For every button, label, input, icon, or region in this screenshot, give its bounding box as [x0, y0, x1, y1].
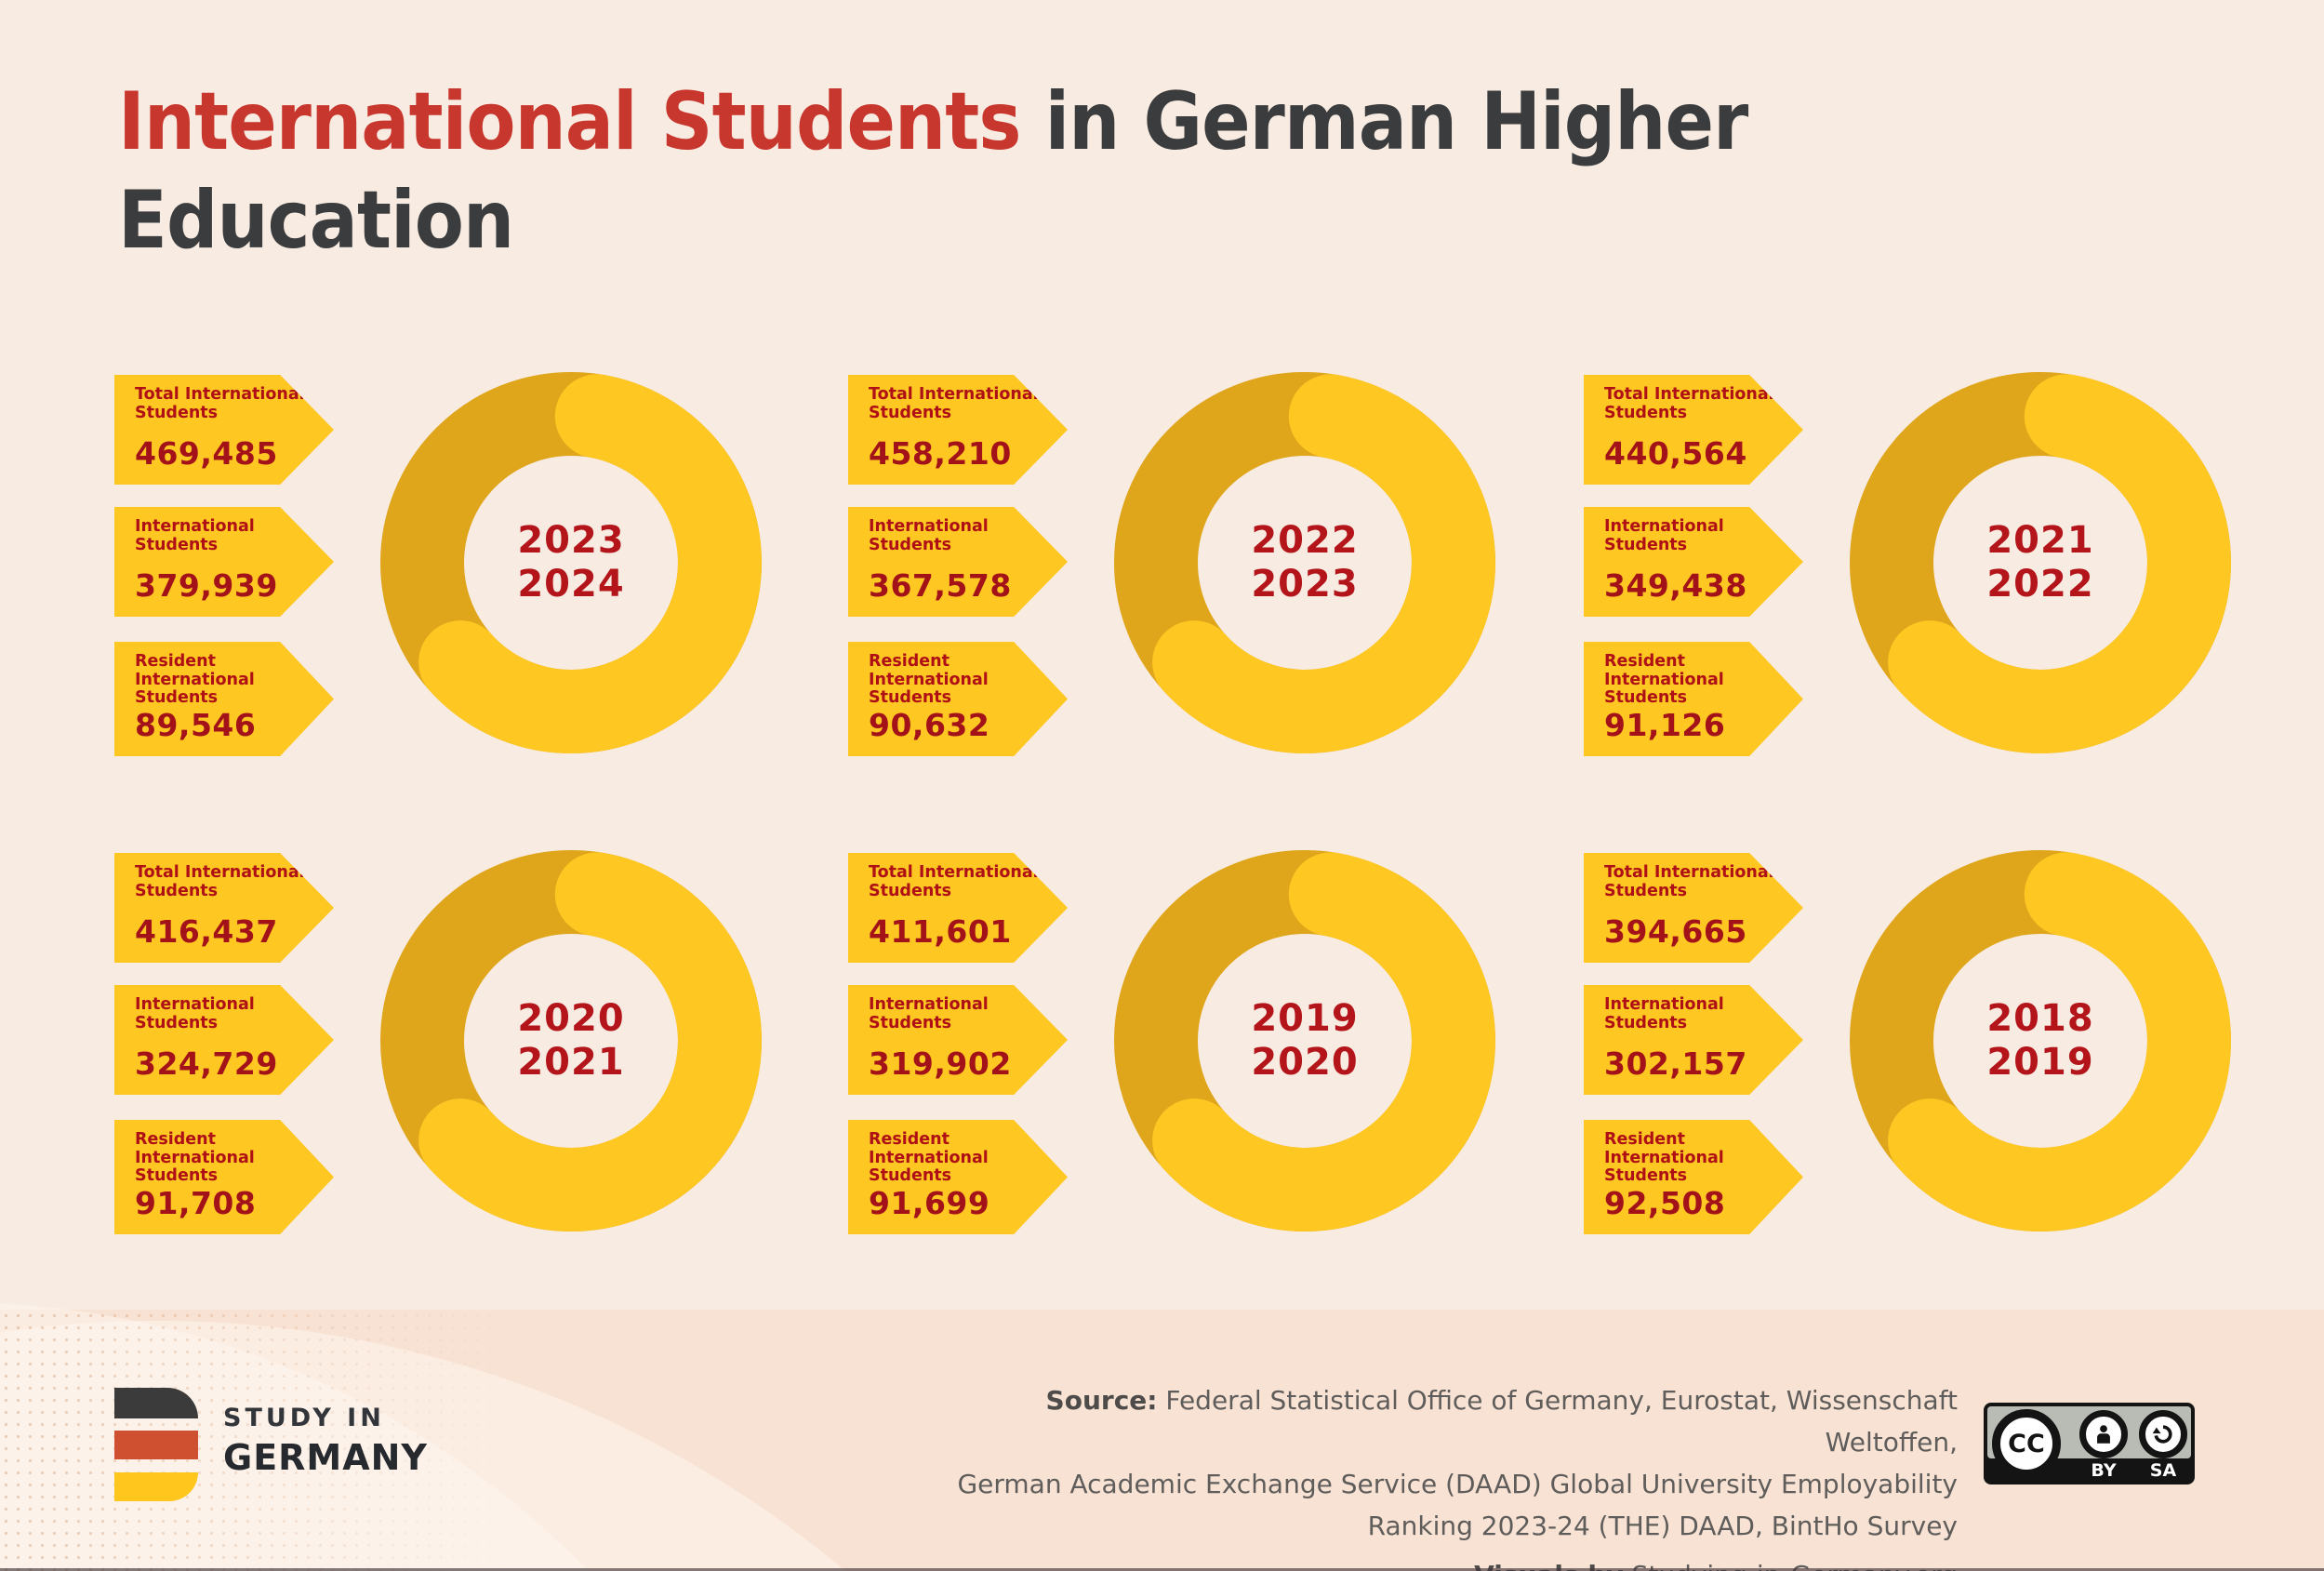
year-block-2019-2020: Total International Students 411,601 Inte… [848, 850, 1611, 1236]
share-alike-icon [2139, 1410, 2187, 1458]
stat-tag: Total International Students 469,485 [114, 375, 334, 485]
cc-icon: CC [1992, 1409, 2061, 1478]
stat-value: 91,126 [1604, 707, 1726, 743]
stat-tag: Resident International Students 91,126 [1584, 642, 1803, 756]
stat-tag: Total International Students 411,601 [848, 853, 1068, 963]
brand-line-2: GERMANY [223, 1437, 428, 1478]
cc-by-label: BY [2091, 1460, 2117, 1481]
year-block-2021-2022: Total International Students 440,564 Inte… [1584, 372, 2324, 758]
stat-label: Total International Students [869, 385, 1039, 422]
year-block-2020-2021: Total International Students 416,437 Inte… [114, 850, 877, 1236]
stat-tag: Total International Students 416,437 [114, 853, 334, 963]
dot-pattern [0, 1310, 521, 1571]
donut-ring-icon [380, 850, 762, 1232]
year-label: 2020 2021 [517, 997, 625, 1084]
title-highlight: International Students [118, 75, 1021, 168]
source-line: German Academic Exchange Service (DAAD) … [957, 1469, 1958, 1499]
stat-tag: International Students 302,157 [1584, 985, 1803, 1095]
year-block-2018-2019: Total International Students 394,665 Inte… [1584, 850, 2324, 1236]
stat-label: Resident International Students [135, 652, 255, 707]
stat-tag: International Students 319,902 [848, 985, 1068, 1095]
brand-line-1: STUDY IN [223, 1404, 385, 1432]
source-text: Source: Federal Statistical Office of Ge… [930, 1379, 1958, 1571]
stat-value: 90,632 [869, 707, 990, 743]
stat-value: 302,157 [1604, 1045, 1747, 1082]
stat-label: Total International Students [1604, 385, 1774, 422]
stat-label: International Students [135, 517, 255, 554]
stat-label: International Students [869, 995, 989, 1032]
stat-value: 379,939 [135, 567, 278, 604]
stat-label: Resident International Students [135, 1130, 255, 1185]
year-label: 2018 2019 [1986, 997, 2094, 1084]
cc-license-badge[interactable]: CC BY SA [1984, 1403, 2195, 1484]
donut-ring-icon [1850, 850, 2231, 1232]
stat-label: International Students [1604, 517, 1724, 554]
stat-label: Total International Students [135, 863, 305, 900]
stat-label: Total International Students [135, 385, 305, 422]
cc-sa-label: SA [2149, 1460, 2177, 1481]
source-line: Source: Federal Statistical Office of Ge… [1045, 1385, 1958, 1458]
attribution-person-icon [2079, 1410, 2128, 1458]
stat-value: 458,210 [869, 435, 1012, 472]
year-label: 2021 2022 [1986, 519, 2094, 606]
stat-tag: Resident International Students 89,546 [114, 642, 334, 756]
germany-flag-icon [114, 1388, 198, 1502]
stat-label: International Students [1604, 995, 1724, 1032]
stat-tag: International Students 367,578 [848, 507, 1068, 617]
stat-tag: Total International Students 440,564 [1584, 375, 1803, 485]
donut-ring-icon [1850, 372, 2231, 753]
stat-label: Resident International Students [869, 1130, 989, 1185]
flag-black-bar [114, 1388, 198, 1418]
stat-tag: Resident International Students 92,508 [1584, 1120, 1803, 1234]
title-rest: in German Higher [1020, 75, 1749, 168]
stat-label: International Students [135, 995, 255, 1032]
source-label: Source: [1045, 1385, 1158, 1416]
donut-ring-icon [1114, 850, 1495, 1232]
stat-label: Resident International Students [1604, 652, 1724, 707]
stat-tag: Total International Students 394,665 [1584, 853, 1803, 963]
stat-value: 411,601 [869, 913, 1012, 950]
stat-tag: Resident International Students 91,699 [848, 1120, 1068, 1234]
donut-ring-icon [380, 372, 762, 753]
stat-value: 416,437 [135, 913, 278, 950]
stat-value: 89,546 [135, 707, 257, 743]
year-label: 2023 2024 [517, 519, 625, 606]
bottom-edge-line [0, 1568, 2324, 1571]
donut-ring-icon [1114, 372, 1495, 753]
stat-value: 91,708 [135, 1185, 257, 1221]
page-title: International Students in German Higher … [118, 73, 1749, 270]
stat-value: 92,508 [1604, 1185, 1726, 1221]
stat-label: Total International Students [869, 863, 1039, 900]
stat-tag: Total International Students 458,210 [848, 375, 1068, 485]
stat-value: 469,485 [135, 435, 278, 472]
title-line-2: Education [118, 174, 514, 267]
source-line: Ranking 2023-24 (THE) DAAD, BintHo Surve… [1367, 1511, 1958, 1541]
stat-value: 349,438 [1604, 567, 1747, 604]
stat-tag: Resident International Students 90,632 [848, 642, 1068, 756]
stat-value: 319,902 [869, 1045, 1012, 1082]
stat-label: Resident International Students [1604, 1130, 1724, 1185]
stat-tag: International Students 324,729 [114, 985, 334, 1095]
stat-tag: International Students 379,939 [114, 507, 334, 617]
year-block-2022-2023: Total International Students 458,210 Inte… [848, 372, 1611, 758]
stat-tag: Resident International Students 91,708 [114, 1120, 334, 1234]
flag-red-bar [114, 1431, 198, 1459]
year-label: 2022 2023 [1251, 519, 1359, 606]
stat-label: International Students [869, 517, 989, 554]
flag-gold-bar [114, 1472, 198, 1501]
year-label: 2019 2020 [1251, 997, 1359, 1084]
title-line-1: International Students in German Higher [118, 73, 1749, 171]
stat-value: 440,564 [1604, 435, 1747, 472]
stat-tag: International Students 349,438 [1584, 507, 1803, 617]
stat-value: 367,578 [869, 567, 1012, 604]
year-block-2023-2024: Total International Students 469,485 Inte… [114, 372, 877, 758]
stat-value: 394,665 [1604, 913, 1747, 950]
brand-logo: STUDY IN GERMANY [223, 1404, 428, 1478]
stat-label: Resident International Students [869, 652, 989, 707]
stat-value: 324,729 [135, 1045, 278, 1082]
stat-value: 91,699 [869, 1185, 990, 1221]
stat-label: Total International Students [1604, 863, 1774, 900]
